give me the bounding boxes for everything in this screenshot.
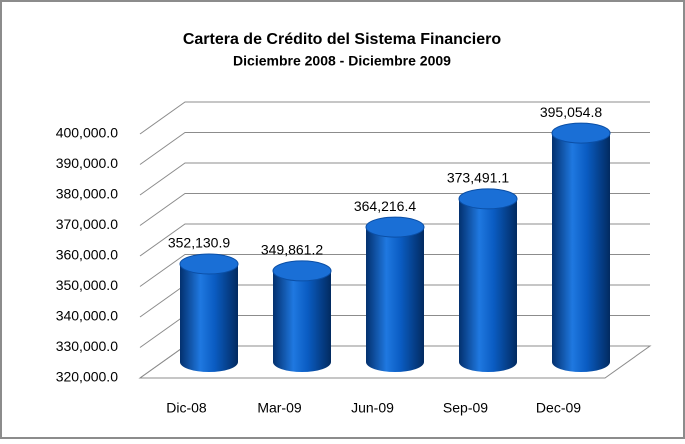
y-tick-label: 390,000.0	[56, 155, 118, 171]
bar-cap	[179, 253, 239, 275]
grid-line	[139, 132, 650, 165]
y-tick-label: 320,000.0	[56, 369, 118, 385]
y-tick-label: 360,000.0	[56, 247, 118, 263]
bar	[273, 270, 331, 372]
y-tick-label: 330,000.0	[56, 338, 118, 354]
value-label: 349,861.2	[261, 242, 323, 258]
bar	[459, 198, 517, 372]
bar-cap	[551, 122, 611, 144]
y-tick-label: 340,000.0	[56, 308, 118, 324]
y-tick-label: 350,000.0	[56, 277, 118, 293]
x-tick-label: Jun-09	[351, 400, 394, 416]
bar-cap	[272, 260, 332, 282]
x-tick-label: Dic-08	[166, 400, 207, 416]
chart-subtitle: Diciembre 2008 - Diciembre 2009	[233, 53, 451, 69]
x-tick-label: Sep-09	[443, 400, 488, 416]
value-label: 364,216.4	[354, 198, 416, 214]
value-label: 373,491.1	[447, 170, 509, 186]
grid-line	[139, 162, 650, 196]
y-tick-label: 380,000.0	[56, 186, 118, 202]
bar	[366, 227, 424, 372]
bar-cap	[458, 188, 518, 210]
value-label: 352,130.9	[168, 235, 230, 251]
x-tick-label: Mar-09	[257, 400, 302, 416]
bar	[180, 264, 238, 372]
chart-title: Cartera de Crédito del Sistema Financier…	[183, 31, 502, 48]
value-label: 395,054.8	[540, 104, 602, 120]
y-tick-label: 370,000.0	[56, 216, 118, 232]
y-tick-label: 400,000.0	[56, 125, 118, 141]
grid-line	[139, 101, 650, 135]
bar-cap	[365, 216, 425, 238]
bar	[552, 133, 610, 372]
x-tick-label: Dec-09	[536, 400, 581, 416]
